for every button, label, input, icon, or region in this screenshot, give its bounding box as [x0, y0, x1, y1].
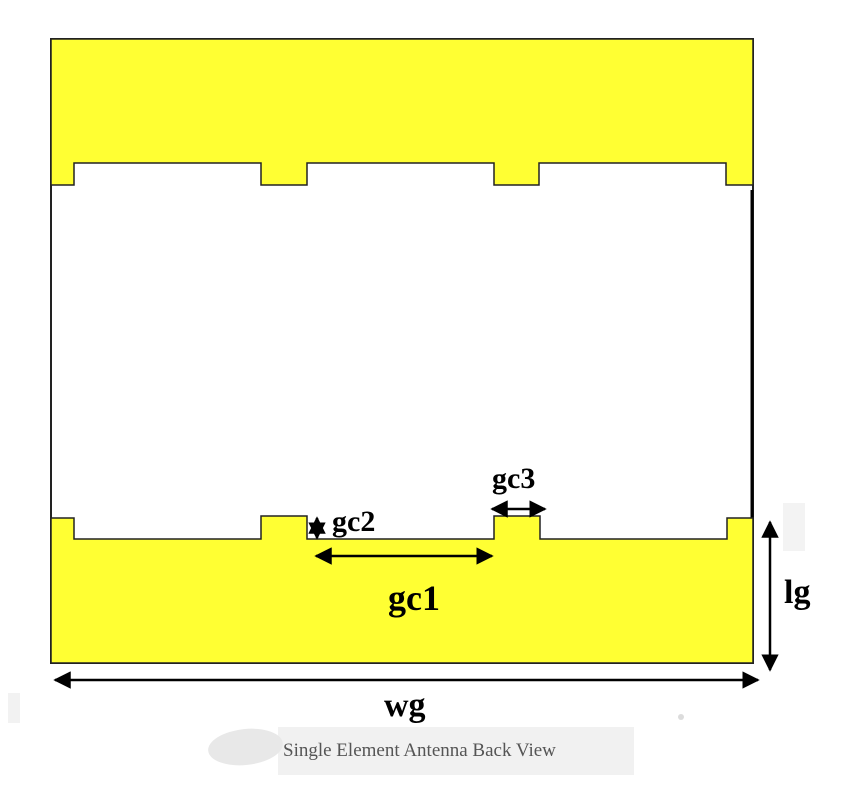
wg-label: wg — [384, 687, 426, 724]
figure-caption: Single Element Antenna Back View — [283, 740, 556, 761]
caption-background — [278, 727, 634, 775]
scan-artifact-dot — [678, 714, 684, 720]
top-ground-plane — [50, 38, 754, 186]
lg-label: lg — [784, 574, 810, 611]
gc1-label: gc1 — [388, 578, 440, 618]
scan-artifact-right — [783, 503, 805, 551]
scan-artifact-left — [8, 693, 20, 723]
bottom-ground-plane — [50, 515, 754, 664]
gc2-label: gc2 — [332, 505, 375, 538]
gc3-label: gc3 — [492, 462, 535, 495]
